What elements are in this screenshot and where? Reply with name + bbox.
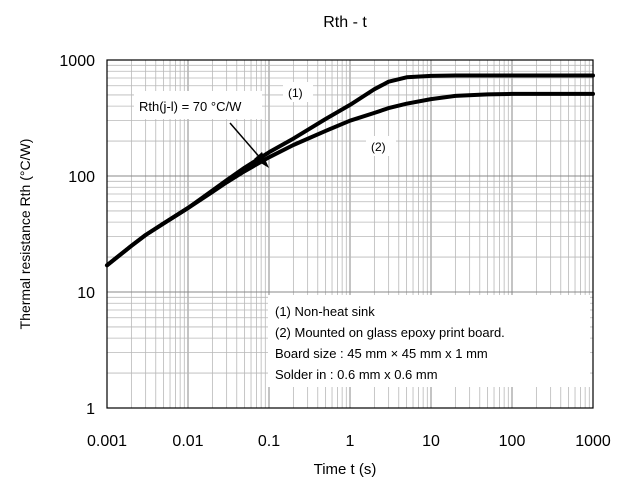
x-tick-label: 0.001 (87, 433, 127, 450)
x-tick-label: 100 (499, 433, 526, 450)
rth-label-background (134, 91, 262, 119)
series-1-label: (1) (288, 86, 303, 100)
y-tick-label: 1000 (59, 53, 95, 70)
series-2-line (105, 91, 595, 268)
y-tick-label: 1 (86, 401, 95, 418)
y-axis-label: Thermal resistance Rth (°C/W) (17, 139, 33, 330)
note-glass-epoxy: (2) Mounted on glass epoxy print board. (275, 325, 505, 340)
x-tick-label: 1000 (575, 433, 611, 450)
note-non-heat-sink: (1) Non-heat sink (275, 304, 375, 319)
series-2-label-background (366, 136, 396, 156)
note-solder: Solder in : 0.6 mm x 0.6 mm (275, 367, 438, 382)
x-tick-label: 0.1 (258, 433, 280, 450)
x-tick-label: 10 (422, 433, 440, 450)
x-axis-label: Time t (s) (314, 461, 377, 478)
y-tick-labels: 1 10 100 1000 (59, 53, 95, 418)
y-tick-label: 10 (77, 285, 95, 302)
curves (105, 73, 595, 268)
notes-box (268, 295, 590, 387)
y-tick-label: 100 (68, 169, 95, 186)
series-1-label-background (283, 82, 313, 102)
rth-annotation: Rth(j-l) = 70 °C/W (139, 99, 242, 114)
chart-title: Rth - t (323, 14, 367, 31)
x-tick-labels: 0.001 0.01 0.1 1 10 100 1000 (87, 433, 611, 450)
x-tick-label: 1 (346, 433, 355, 450)
series-2-label: (2) (371, 140, 386, 154)
arrow-icon (229, 122, 269, 168)
x-tick-label: 0.01 (172, 433, 203, 450)
note-board-size: Board size : 45 mm × 45 mm x 1 mm (275, 346, 488, 361)
plot-frame (106, 59, 594, 409)
